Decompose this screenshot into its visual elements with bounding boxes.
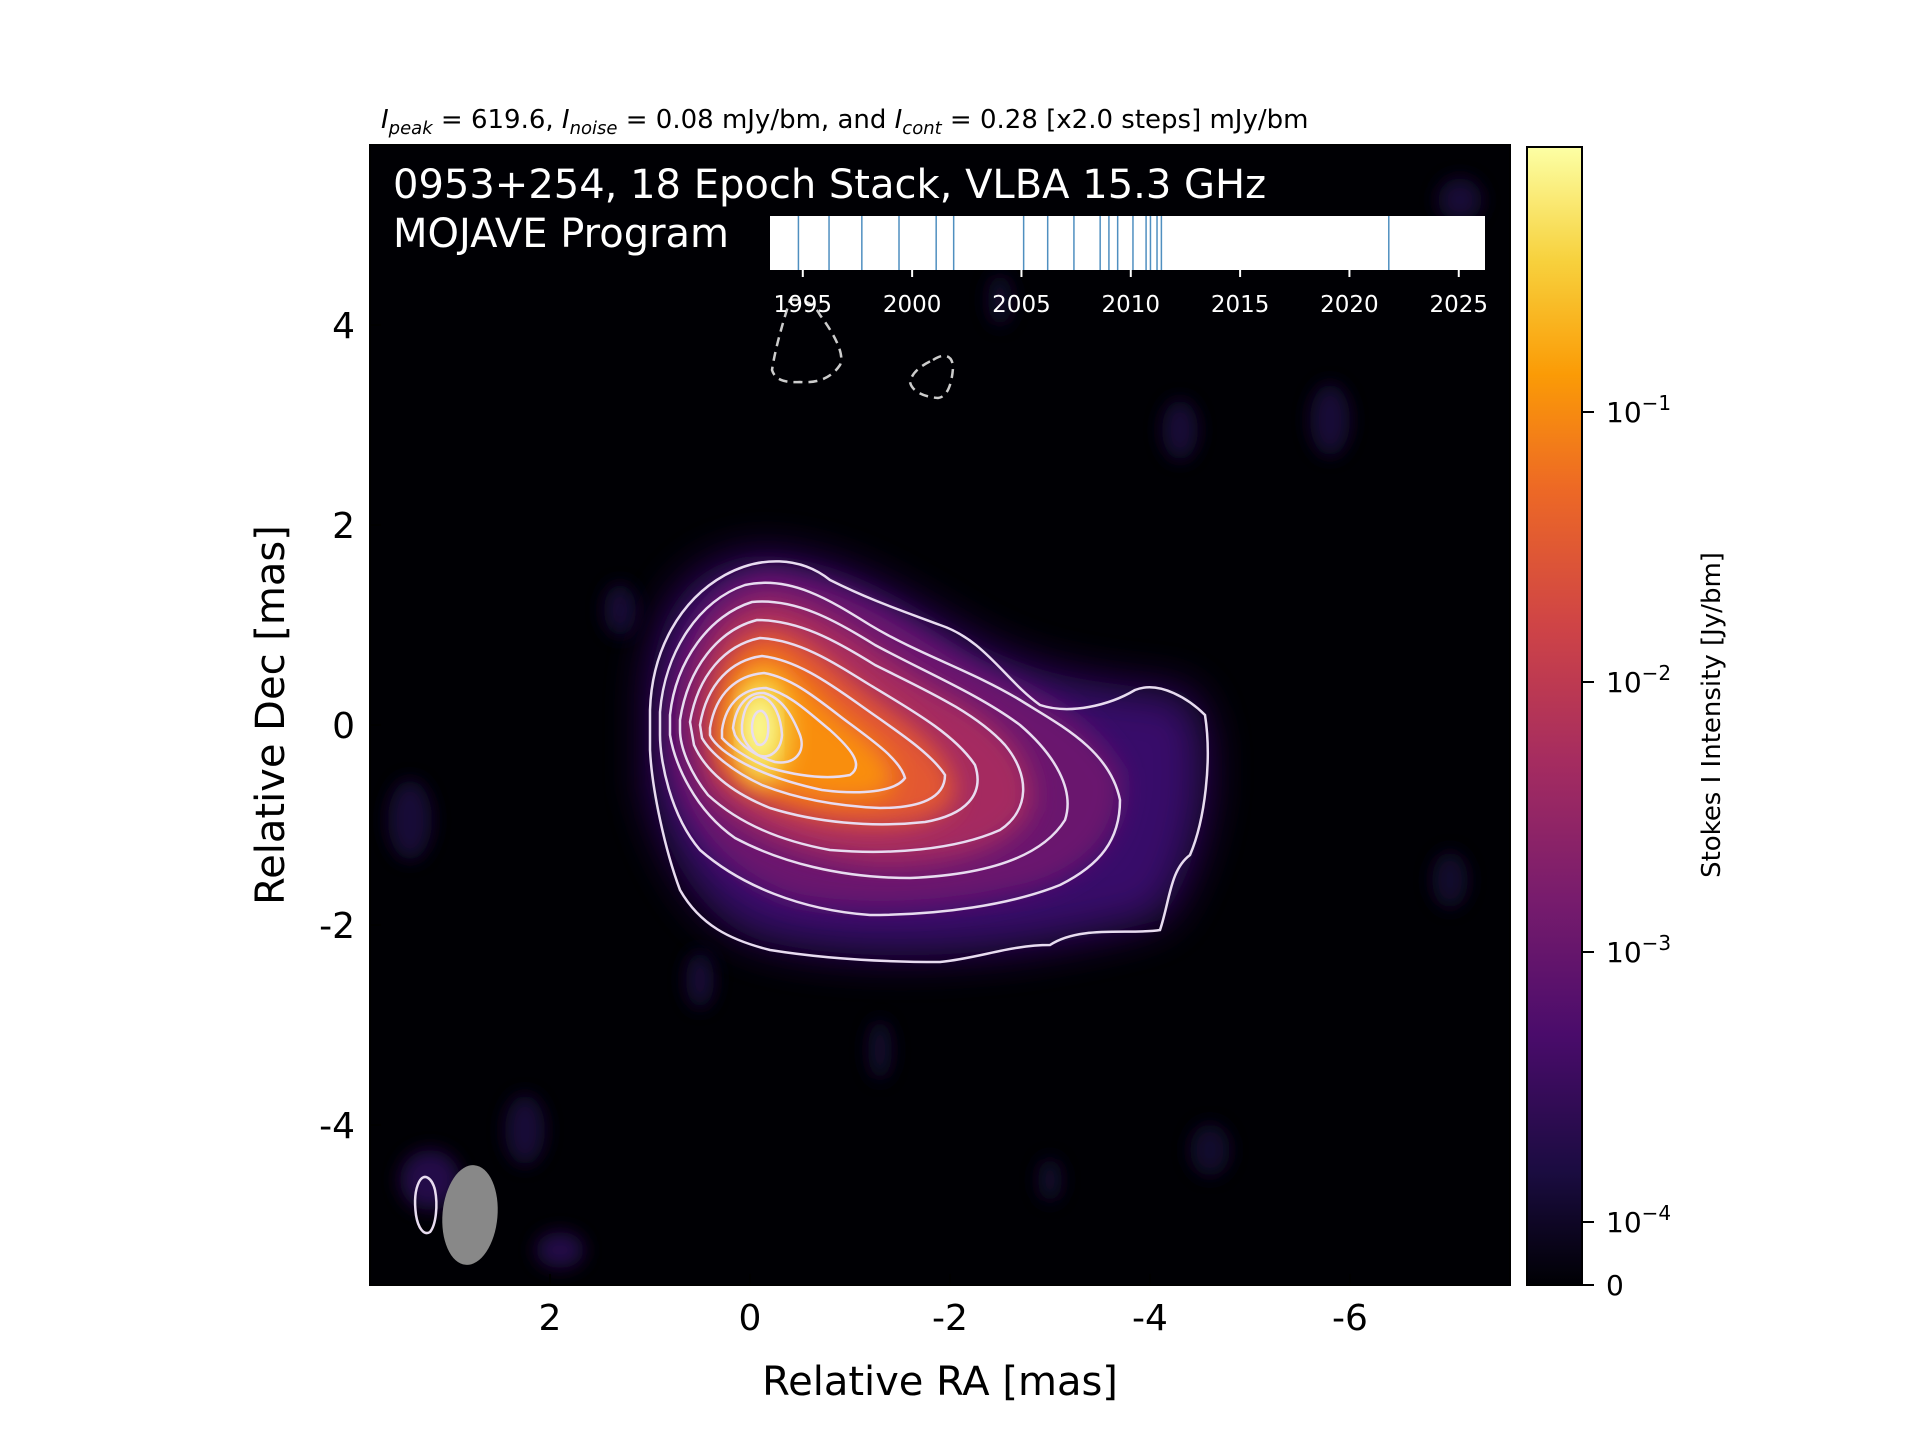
colorbar-ticks: 10−1 10−2 10−3 10−4 0 <box>1582 391 1671 1302</box>
colorbar-gradient <box>1526 146 1583 1286</box>
epoch-timeline: 1995 2000 2005 2010 2015 2020 2025 <box>770 216 1488 318</box>
image-panel: 0953+254, 18 Epoch Stack, VLBA 15.3 GHz … <box>319 144 1511 1339</box>
x-tick-label: -2 <box>932 1298 968 1339</box>
contour-level-4 <box>678 618 1025 854</box>
x-tick-label: -6 <box>1332 1298 1368 1339</box>
plot-title-line1: 0953+254, 18 Epoch Stack, VLBA 15.3 GHz <box>393 162 1266 208</box>
y-tick-label: 2 <box>332 506 355 547</box>
timeline-tick-label: 2020 <box>1320 292 1379 318</box>
contour-level-10 <box>740 695 784 758</box>
noise-value: = 0.08 mJy/bm, and <box>617 105 894 135</box>
y-tick-label: 4 <box>332 306 355 347</box>
y-tick-label: -4 <box>319 1106 355 1147</box>
noise-symbol: I <box>562 105 570 135</box>
epoch-lines <box>797 216 1390 270</box>
colorbar-tick-label: 10−2 <box>1606 661 1671 699</box>
peak-symbol: I <box>381 105 389 135</box>
colorbar-label: Stokes I Intensity [Jy/bm] <box>1697 552 1727 878</box>
timeline-tick-label: 1995 <box>774 292 833 318</box>
contour-level-2 <box>658 581 1122 917</box>
contour-level-5 <box>688 636 979 826</box>
timeline-tick-label: 2025 <box>1429 292 1488 318</box>
timeline-tick-label: 2000 <box>883 292 942 318</box>
colorbar-tick-label: 10−1 <box>1606 391 1671 429</box>
y-axis-label: Relative Dec [mas] <box>248 525 294 905</box>
peak-subscript: peak <box>388 118 435 139</box>
header-stats: Ipeak = 619.6, Inoise = 0.08 mJy/bm, and… <box>381 105 1308 139</box>
negative-contours <box>770 298 955 400</box>
y-tick-label: 0 <box>332 706 355 747</box>
peak-value: = 619.6, <box>433 105 562 135</box>
x-axis: 2 0 -2 -4 -6 <box>539 1274 1368 1339</box>
negative-contour-1 <box>770 298 843 384</box>
background-noise <box>388 178 1482 1268</box>
y-axis: 4 2 0 -2 -4 <box>319 306 381 1147</box>
contours <box>413 560 1209 1235</box>
beam-ellipse <box>442 1165 498 1265</box>
negative-contour-2 <box>908 354 955 400</box>
cont-subscript: cont <box>902 118 942 139</box>
x-axis-label: Relative RA [mas] <box>762 1359 1118 1405</box>
colorbar-tick-label: 0 <box>1606 1269 1624 1302</box>
plot-title-line2: MOJAVE Program <box>393 211 729 257</box>
timeline-tick-label: 2010 <box>1102 292 1161 318</box>
contour-level-8 <box>720 686 858 779</box>
contour-level-3 <box>668 600 1069 880</box>
x-tick-label: 0 <box>739 1298 762 1339</box>
timeline-ticks: 1995 2000 2005 2010 2015 2020 2025 <box>774 270 1488 318</box>
cont-value: = 0.28 [x2.0 steps] mJy/bm <box>942 105 1309 135</box>
colorbar-tick-label: 10−3 <box>1606 931 1671 969</box>
contour-island-bottom-left <box>413 1175 438 1235</box>
contour-level-6 <box>698 654 947 810</box>
timeline-tick-label: 2015 <box>1211 292 1270 318</box>
x-tick-label: -4 <box>1132 1298 1168 1339</box>
contour-level-1 <box>648 560 1209 964</box>
noise-subscript: noise <box>570 118 618 139</box>
contour-level-11 <box>750 709 770 747</box>
y-tick-label: -2 <box>319 906 355 947</box>
contour-level-7 <box>708 671 907 794</box>
timeline-box <box>770 216 1485 270</box>
cont-symbol: I <box>895 105 903 135</box>
x-tick-label: 2 <box>539 1298 562 1339</box>
colorbar: 10−1 10−2 10−3 10−4 0 Stokes I Intensity [Jy… <box>1526 146 1727 1302</box>
colorbar-tick-label: 10−4 <box>1606 1201 1671 1239</box>
timeline-tick-label: 2005 <box>992 292 1051 318</box>
image-frame <box>369 144 1511 1286</box>
